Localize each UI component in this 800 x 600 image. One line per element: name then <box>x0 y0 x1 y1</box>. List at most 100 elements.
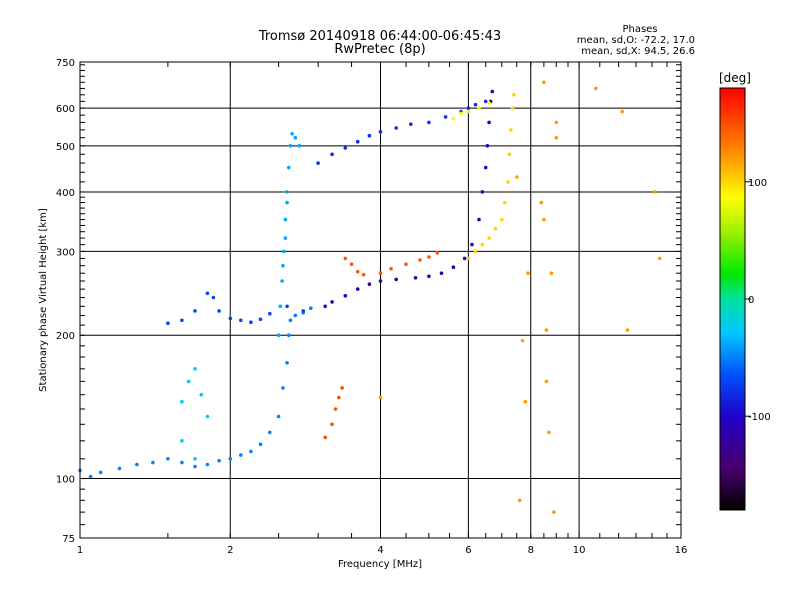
data-point <box>217 458 221 463</box>
data-point <box>193 464 197 469</box>
data-point <box>186 379 191 384</box>
data-point <box>281 263 285 268</box>
data-point <box>653 190 657 194</box>
data-point <box>378 279 383 283</box>
data-point <box>515 175 519 179</box>
data-point <box>323 304 328 309</box>
x-tick-label: 16 <box>675 545 688 556</box>
x-tick-label: 6 <box>465 545 471 556</box>
data-point <box>193 457 197 461</box>
data-point <box>477 217 481 222</box>
colorbar-label: [deg] <box>719 71 751 85</box>
data-point <box>180 318 184 323</box>
data-point <box>211 295 216 300</box>
data-point <box>483 99 488 104</box>
y-tick-label: 75 <box>62 534 75 545</box>
data-point <box>228 457 233 461</box>
data-point <box>217 309 221 313</box>
data-point <box>355 287 360 291</box>
data-point <box>493 226 498 231</box>
data-point <box>485 144 490 148</box>
data-point <box>151 460 155 465</box>
data-point <box>287 333 291 338</box>
data-point <box>523 399 528 404</box>
data-point <box>409 122 413 126</box>
data-point <box>487 120 491 125</box>
data-point <box>166 321 170 326</box>
x-tick-label: 10 <box>573 545 586 556</box>
data-point <box>378 271 383 276</box>
chart-title: Tromsø 20140918 06:44:00-06:45:43 <box>258 29 501 44</box>
data-point <box>490 89 495 94</box>
data-point <box>439 271 444 276</box>
data-point <box>549 271 554 276</box>
y-tick-label: 300 <box>56 247 75 258</box>
data-point <box>239 453 243 457</box>
data-point <box>117 466 122 471</box>
data-point <box>280 279 284 283</box>
data-point <box>487 236 491 240</box>
data-point <box>509 128 513 132</box>
data-point <box>443 115 448 119</box>
data-point <box>506 180 510 184</box>
data-point <box>526 271 530 276</box>
data-point <box>330 152 334 157</box>
data-point <box>193 367 197 371</box>
data-point <box>333 407 338 411</box>
data-point <box>283 236 288 240</box>
data-point <box>316 161 320 165</box>
data-point <box>367 282 372 287</box>
data-point <box>480 190 485 194</box>
x-tick-label: 2 <box>227 545 233 556</box>
data-point <box>98 470 103 475</box>
data-point <box>180 399 184 404</box>
data-point <box>539 200 544 205</box>
data-point <box>542 80 546 85</box>
data-point <box>249 320 253 325</box>
data-point <box>281 386 285 390</box>
data-point <box>288 318 293 323</box>
data-point <box>451 265 456 270</box>
data-point <box>378 395 383 400</box>
data-point <box>552 510 556 514</box>
data-point <box>389 266 393 271</box>
data-point <box>404 262 408 267</box>
data-point <box>205 414 210 419</box>
data-point <box>427 120 431 125</box>
data-point <box>544 328 549 332</box>
data-point <box>283 217 288 222</box>
data-point <box>517 498 522 503</box>
data-point <box>199 392 204 397</box>
phases-heading: Phases <box>622 24 657 35</box>
data-point <box>278 304 283 309</box>
data-point <box>282 249 286 254</box>
colorbar-tick-label: 0 <box>748 295 754 306</box>
data-point <box>249 449 253 454</box>
data-point <box>477 106 481 110</box>
data-point <box>361 272 366 277</box>
y-tick-label: 200 <box>56 331 75 342</box>
colorbar <box>719 87 746 511</box>
data-point <box>435 251 440 255</box>
colorbar-tick-label: 100 <box>748 178 767 189</box>
data-point <box>394 126 399 130</box>
data-point <box>343 294 348 298</box>
data-point <box>427 274 431 279</box>
colorbar-tick-label: -100 <box>748 412 771 423</box>
data-point <box>343 256 348 261</box>
data-point <box>288 144 293 148</box>
data-point <box>268 311 272 316</box>
data-point <box>473 249 478 254</box>
data-points <box>78 80 662 514</box>
data-point <box>349 262 354 267</box>
data-point <box>378 130 383 134</box>
colorbar-ticks: 100 0 -100 <box>745 178 771 423</box>
data-point <box>293 135 298 140</box>
data-point <box>355 269 360 274</box>
y-tick-label: 100 <box>56 475 75 486</box>
data-point <box>285 304 289 309</box>
data-point <box>418 258 422 262</box>
data-point <box>480 242 485 247</box>
phases-x-stats: mean, sd,X: 94.5, 26.6 <box>581 46 695 57</box>
data-point <box>309 306 313 311</box>
